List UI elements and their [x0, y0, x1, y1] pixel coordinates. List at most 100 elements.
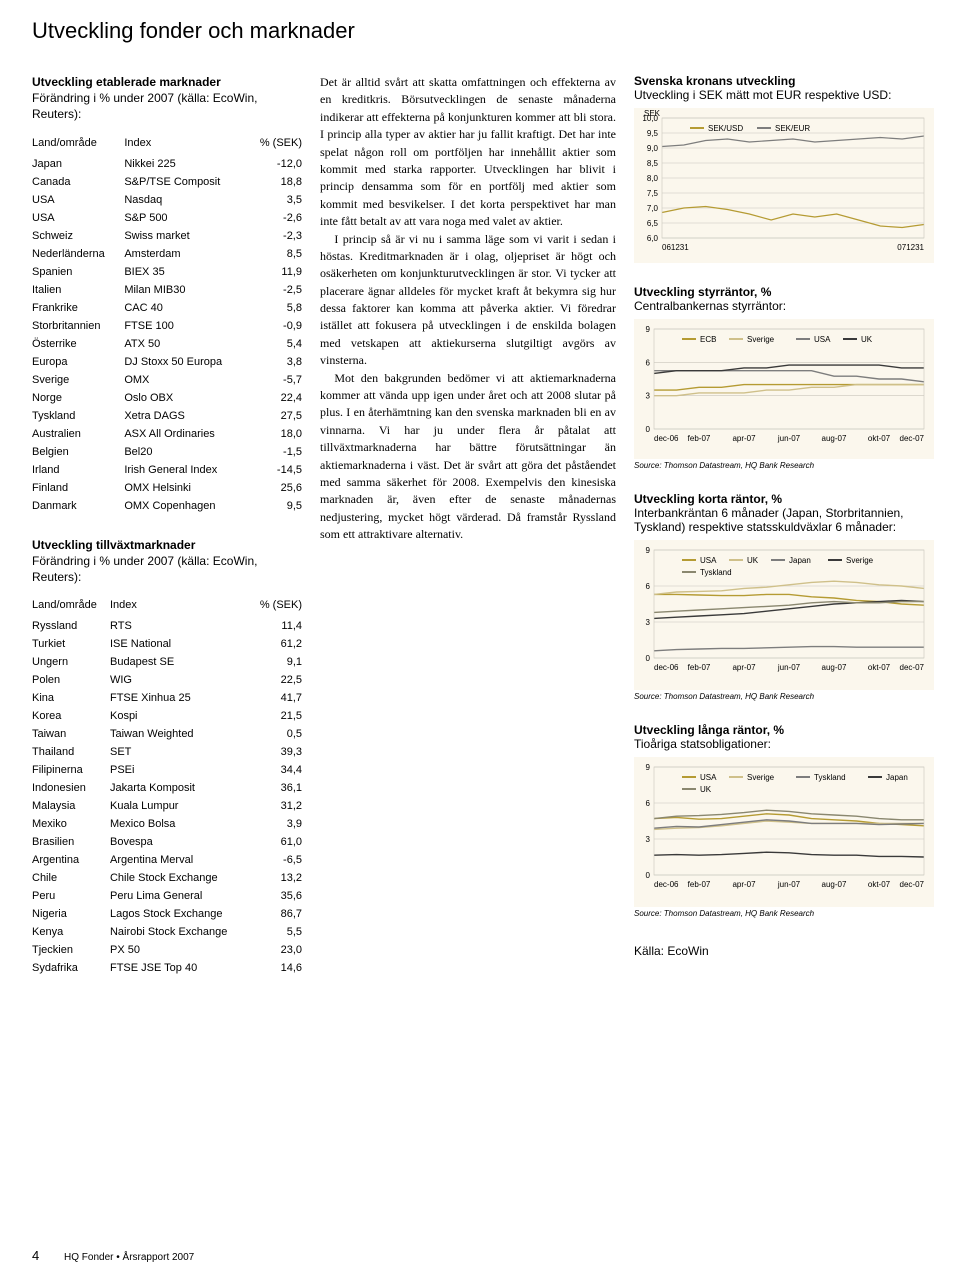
- table-row: FilipinernaPSEi34,4: [32, 761, 302, 779]
- svg-text:Japan: Japan: [886, 773, 908, 782]
- table-row: BrasilienBovespa61,0: [32, 833, 302, 851]
- svg-text:feb-07: feb-07: [688, 434, 711, 443]
- table-cell: Milan MIB30: [124, 281, 248, 299]
- table-cell: Peru: [32, 887, 110, 905]
- table-row: RysslandRTS11,4: [32, 617, 302, 635]
- table-cell: USA: [32, 191, 124, 209]
- table-cell: 21,5: [251, 707, 302, 725]
- svg-text:0: 0: [646, 425, 651, 434]
- table-cell: -12,0: [248, 155, 302, 173]
- svg-text:Tyskland: Tyskland: [700, 568, 732, 577]
- table-cell: Taiwan Weighted: [110, 725, 251, 743]
- table-header: Land/område: [32, 597, 110, 617]
- table-row: TurkietISE National61,2: [32, 635, 302, 653]
- svg-text:8,0: 8,0: [647, 174, 659, 183]
- table-cell: Europa: [32, 353, 124, 371]
- table-cell: Nigeria: [32, 905, 110, 923]
- table-cell: 11,9: [248, 263, 302, 281]
- chart-source: Source: Thomson Datastream, HQ Bank Rese…: [634, 692, 934, 701]
- table-cell: OMX Copenhagen: [124, 497, 248, 515]
- table-row: KenyaNairobi Stock Exchange5,5: [32, 923, 302, 941]
- table-row: UngernBudapest SE9,1: [32, 653, 302, 671]
- svg-text:0: 0: [646, 871, 651, 880]
- chart-block-3: Utveckling korta räntor, %Interbankränta…: [634, 492, 934, 701]
- table-row: TjeckienPX 5023,0: [32, 941, 302, 959]
- table-cell: Spanien: [32, 263, 124, 281]
- table-cell: Frankrike: [32, 299, 124, 317]
- svg-text:dec-07: dec-07: [900, 663, 925, 672]
- table-cell: Kenya: [32, 923, 110, 941]
- table-cell: -6,5: [251, 851, 302, 869]
- chart-title: Utveckling styrräntor, %: [634, 285, 934, 299]
- table-cell: 3,8: [248, 353, 302, 371]
- table-row: KoreaKospi21,5: [32, 707, 302, 725]
- table-cell: 22,5: [251, 671, 302, 689]
- table-row: NigeriaLagos Stock Exchange86,7: [32, 905, 302, 923]
- svg-text:aug-07: aug-07: [822, 434, 847, 443]
- table-cell: 13,2: [251, 869, 302, 887]
- table-cell: -1,5: [248, 443, 302, 461]
- chart-block-1: Svenska kronans utvecklingUtveckling i S…: [634, 74, 934, 263]
- table-row: SydafrikaFTSE JSE Top 4014,6: [32, 959, 302, 977]
- svg-text:aug-07: aug-07: [822, 663, 847, 672]
- svg-text:feb-07: feb-07: [688, 663, 711, 672]
- table-cell: Thailand: [32, 743, 110, 761]
- table2: Land/områdeIndex% (SEK) RysslandRTS11,4T…: [32, 597, 302, 977]
- left-column: Utveckling etablerade marknader Förändri…: [32, 74, 302, 977]
- table-cell: RTS: [110, 617, 251, 635]
- table-cell: Nairobi Stock Exchange: [110, 923, 251, 941]
- table-row: NederländernaAmsterdam8,5: [32, 245, 302, 263]
- table-row: IrlandIrish General Index-14,5: [32, 461, 302, 479]
- svg-text:dec-07: dec-07: [900, 880, 925, 889]
- chart-title: Svenska kronans utveckling: [634, 74, 934, 88]
- table-cell: 18,0: [248, 425, 302, 443]
- chart-3: 0369dec-06feb-07apr-07jun-07aug-07okt-07…: [634, 540, 934, 690]
- table-row: KinaFTSE Xinhua 2541,7: [32, 689, 302, 707]
- svg-text:6,0: 6,0: [647, 234, 659, 243]
- svg-text:USA: USA: [700, 773, 717, 782]
- svg-text:jun-07: jun-07: [777, 434, 801, 443]
- body-paragraph: Mot den bakgrunden bedömer vi att aktiem…: [320, 370, 616, 544]
- chart-block-2: Utveckling styrräntor, %Centralbankernas…: [634, 285, 934, 470]
- table-cell: OMX Helsinki: [124, 479, 248, 497]
- table-cell: Irish General Index: [124, 461, 248, 479]
- chart-source: Source: Thomson Datastream, HQ Bank Rese…: [634, 461, 934, 470]
- table-cell: 31,2: [251, 797, 302, 815]
- table-cell: Brasilien: [32, 833, 110, 851]
- table-cell: Mexico Bolsa: [110, 815, 251, 833]
- table-cell: Korea: [32, 707, 110, 725]
- footer-text: HQ Fonder • Årsrapport 2007: [64, 1252, 194, 1263]
- table-cell: OMX: [124, 371, 248, 389]
- table-cell: Argentina Merval: [110, 851, 251, 869]
- table-row: USANasdaq3,5: [32, 191, 302, 209]
- svg-text:UK: UK: [747, 556, 759, 565]
- table-cell: 61,0: [251, 833, 302, 851]
- svg-text:okt-07: okt-07: [868, 663, 891, 672]
- table-cell: 41,7: [251, 689, 302, 707]
- table-cell: Italien: [32, 281, 124, 299]
- table-cell: WIG: [110, 671, 251, 689]
- svg-text:7,5: 7,5: [647, 189, 659, 198]
- table-row: SverigeOMX-5,7: [32, 371, 302, 389]
- chart-1: 6,06,57,07,58,08,59,09,510,0061231071231…: [634, 108, 934, 263]
- table-row: ArgentinaArgentina Merval-6,5: [32, 851, 302, 869]
- svg-text:dec-06: dec-06: [654, 663, 679, 672]
- table-cell: BIEX 35: [124, 263, 248, 281]
- table-cell: Peru Lima General: [110, 887, 251, 905]
- svg-text:6: 6: [646, 582, 651, 591]
- table-cell: Swiss market: [124, 227, 248, 245]
- svg-text:3: 3: [646, 392, 651, 401]
- table-cell: Norge: [32, 389, 124, 407]
- svg-text:Sverige: Sverige: [846, 556, 874, 565]
- table-cell: Lagos Stock Exchange: [110, 905, 251, 923]
- table-cell: Storbritannien: [32, 317, 124, 335]
- table-cell: Belgien: [32, 443, 124, 461]
- svg-text:0: 0: [646, 654, 651, 663]
- table-cell: 3,5: [248, 191, 302, 209]
- table-cell: Ungern: [32, 653, 110, 671]
- svg-text:SEK: SEK: [644, 109, 661, 118]
- table-cell: Jakarta Komposit: [110, 779, 251, 797]
- table-row: MalaysiaKuala Lumpur31,2: [32, 797, 302, 815]
- table-row: TaiwanTaiwan Weighted0,5: [32, 725, 302, 743]
- table-cell: PX 50: [110, 941, 251, 959]
